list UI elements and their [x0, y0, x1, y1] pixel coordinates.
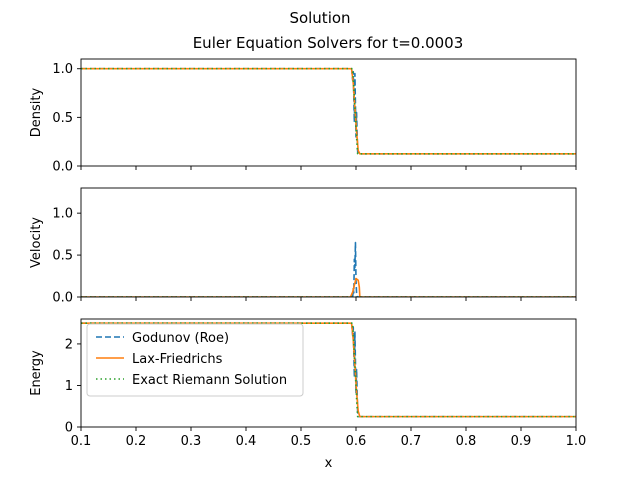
x-tick-label: 0.9 — [511, 434, 532, 449]
y-tick-label: 1.0 — [52, 62, 73, 77]
subplot-energy: 0 1 2 0.1 0.2 0.3 0.4 0.5 0.6 0.7 0.8 0.9 1.0 Energy x… — [29, 318, 587, 471]
legend: Godunov (Roe) Lax-Friedrichs Exact Riemann… — [86, 323, 304, 397]
y-axis-label: Density — [29, 87, 44, 137]
x-axis-label: x — [325, 456, 333, 471]
x-tick-label: 0.7 — [401, 434, 422, 449]
series-line-godunov-roe- — [81, 67, 576, 155]
axes-frame — [80, 187, 577, 298]
x-tick-label: 0.3 — [181, 434, 202, 449]
y-tick-label: 0.5 — [52, 111, 73, 126]
series-group — [81, 67, 576, 155]
x-tick-label: 0.2 — [126, 434, 147, 449]
y-tick-label: 1 — [65, 379, 73, 394]
series-line-lax-friedrichs — [81, 322, 576, 418]
subplot-density: 0.0 0.5 1.0 Density — [29, 58, 577, 175]
x-tick-label: 1.0 — [566, 434, 587, 449]
y-axis-label: Energy — [29, 350, 44, 396]
y-tick-label: 0.0 — [52, 291, 73, 306]
x-tick-label: 0.8 — [456, 434, 477, 449]
series-line-exact-riemann-solution — [81, 322, 576, 418]
series-group — [81, 241, 576, 297]
legend-box — [86, 323, 304, 397]
y-tick-label: 1.0 — [52, 207, 73, 222]
x-tick-label: 0.6 — [346, 434, 367, 449]
series-line-lax-friedrichs — [81, 277, 576, 297]
x-tick-label: 0.5 — [291, 434, 312, 449]
axes-frame — [80, 58, 577, 167]
figure-suptitle: Solution — [289, 9, 350, 27]
series-line-lax-friedrichs — [81, 67, 576, 155]
chart-title: Euler Equation Solvers for t=0.0003 — [193, 34, 464, 52]
y-tick-label: 0.5 — [52, 249, 73, 264]
subplot-velocity: 0.0 0.5 1.0 Velocity — [29, 187, 577, 306]
x-tick-label: 0.1 — [71, 434, 92, 449]
y-tick-label: 2 — [65, 337, 73, 352]
legend-label: Godunov (Roe) — [132, 331, 229, 346]
legend-label: Lax-Friedrichs — [132, 352, 223, 367]
series-group — [81, 322, 576, 418]
axes-frame — [80, 318, 577, 428]
x-tick-label: 0.4 — [236, 434, 257, 449]
series-line-exact-riemann-solution — [81, 67, 576, 155]
series-line-godunov-roe- — [81, 241, 576, 297]
legend-label: Exact Riemann Solution — [132, 373, 287, 388]
y-tick-label: 0 — [65, 421, 73, 436]
y-tick-label: 0.0 — [52, 160, 73, 175]
y-axis-label: Velocity — [29, 217, 44, 268]
